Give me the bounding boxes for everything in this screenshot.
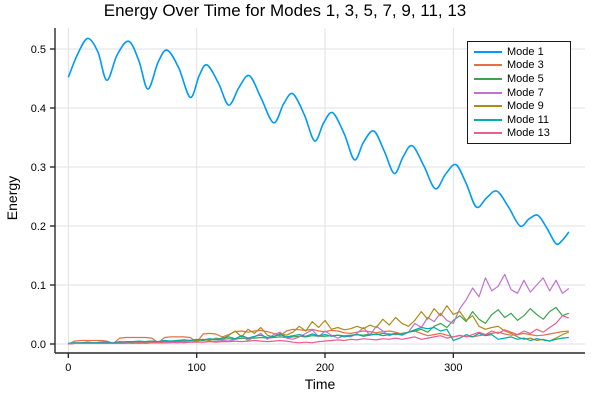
- x-tick-label: 0: [65, 362, 71, 374]
- legend-label: Mode 11: [507, 113, 549, 126]
- y-tick-label: 0.2: [31, 221, 46, 233]
- y-tick-label: 0.1: [31, 280, 46, 292]
- legend-entry: Mode 3: [474, 59, 566, 73]
- legend-label: Mode 13: [507, 127, 550, 140]
- legend-label: Mode 5: [507, 72, 544, 85]
- legend-line-swatch: [474, 118, 502, 121]
- legend-line-swatch: [474, 77, 502, 80]
- x-tick-label: 100: [187, 362, 205, 374]
- chart-title: Energy Over Time for Modes 1, 3, 5, 7, 9…: [103, 1, 467, 20]
- legend-line-swatch: [474, 50, 502, 53]
- y-tick-label: 0.3: [31, 162, 46, 174]
- legend-line-swatch: [474, 91, 502, 94]
- x-tick-label: 200: [316, 362, 334, 374]
- legend-entry: Mode 1: [474, 45, 566, 59]
- legend-line-swatch: [474, 132, 502, 135]
- y-tick-label: 0.4: [31, 103, 46, 115]
- legend-label: Mode 9: [507, 100, 544, 113]
- legend-label: Mode 1: [507, 45, 544, 58]
- series-line-mode-13: [68, 315, 570, 345]
- series-line-mode-11: [68, 326, 569, 344]
- legend-entry: Mode 13: [474, 127, 566, 141]
- legend-entry: Mode 11: [474, 113, 566, 127]
- legend-label: Mode 7: [507, 86, 544, 99]
- legend: Mode 1 Mode 3 Mode 5 Mode 7 Mode 9 Mode …: [467, 41, 571, 145]
- x-axis-label: Time: [304, 376, 336, 392]
- y-tick-label: 0.0: [31, 339, 46, 351]
- legend-line-swatch: [474, 64, 502, 67]
- x-tick-label: 300: [444, 362, 462, 374]
- legend-entry: Mode 7: [474, 86, 566, 100]
- legend-label: Mode 3: [507, 59, 544, 72]
- series-line-mode-9: [68, 305, 570, 345]
- legend-entry: Mode 9: [474, 99, 566, 113]
- series-line-mode-1: [67, 37, 570, 246]
- legend-line-swatch: [474, 105, 502, 108]
- legend-entry: Mode 5: [474, 72, 566, 86]
- y-axis-label: Energy: [4, 175, 20, 221]
- y-tick-label: 0.5: [31, 44, 46, 56]
